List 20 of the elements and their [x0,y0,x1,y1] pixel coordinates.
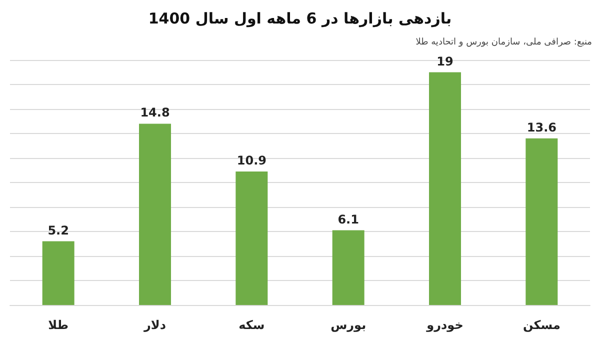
data-label: 10.9 [236,153,266,168]
bar [236,171,268,305]
bar [332,230,364,305]
chart-title: بازدهی بازارها در 6 ماهه اول سال 1400 [148,10,452,28]
x-tick-label: دلار [142,318,166,332]
x-tick-label: طلا [48,318,69,332]
bar [42,241,74,305]
bar [139,124,171,305]
bar [429,72,461,305]
data-label: 13.6 [526,120,556,134]
bar [526,138,558,305]
data-label: 19 [436,54,454,68]
data-label: 14.8 [140,106,170,120]
data-label: 6.1 [338,212,359,226]
x-tick-label: سکه [238,318,265,332]
x-tick-label: خودرو [426,318,464,332]
x-tick-label: بورس [330,318,366,332]
data-label: 5.2 [48,223,69,238]
x-tick-label: مسکن [522,318,560,332]
text: منبع: صرافی ملی، سازمان بورس و اتحادیه طلا [416,38,592,48]
